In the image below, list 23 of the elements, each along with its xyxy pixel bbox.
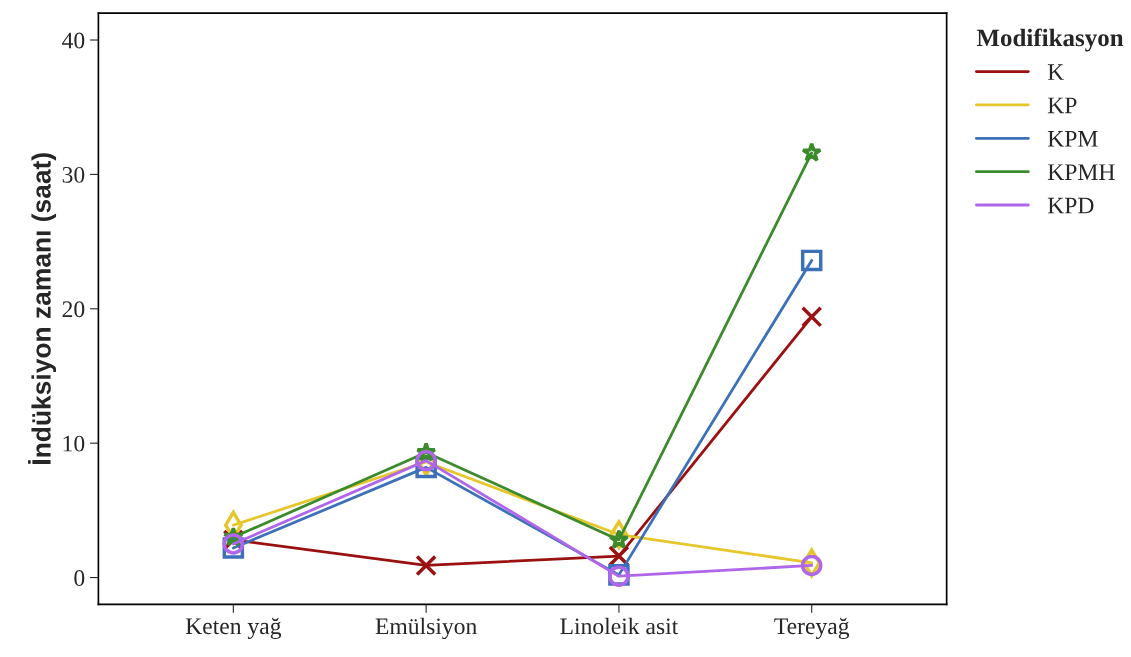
x-tick-label: Tereyağ: [774, 617, 850, 640]
x-tick-label: Linoleik asit: [560, 617, 679, 635]
legend-label: K: [1047, 64, 1065, 80]
point: [800, 306, 823, 328]
x-tick-label: Keten yağ: [185, 617, 282, 640]
point: [415, 554, 437, 577]
legend-title: Modifikasyon: [976, 28, 1124, 52]
y-tick-label: 0: [74, 570, 85, 586]
y-tick-label: 40: [62, 32, 85, 49]
y-tick-label: 10: [63, 435, 85, 452]
y-axis-title: İndüksiyon zamanı (saat): [28, 153, 57, 464]
point: [801, 142, 823, 162]
legend-label: KPD: [1047, 197, 1094, 214]
y-tick-label: 30: [62, 166, 85, 183]
legend-label: KPM: [1047, 131, 1098, 147]
x-tick-label: Emülsiyon: [375, 617, 477, 640]
point: [415, 449, 437, 472]
y-tick-label: 20: [62, 301, 85, 318]
point: [800, 554, 823, 577]
point: [800, 249, 823, 272]
legend-label: KPMH: [1047, 164, 1115, 180]
legend-label: KP: [1047, 97, 1077, 114]
point: [608, 529, 630, 549]
